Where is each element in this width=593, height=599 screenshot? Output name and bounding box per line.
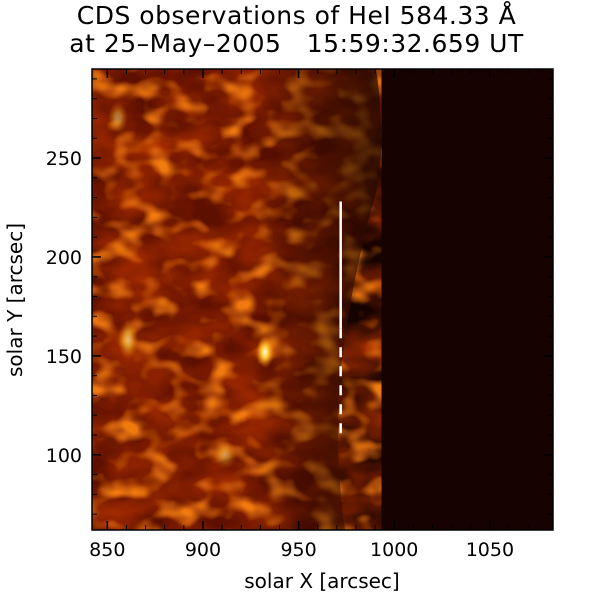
y-tick-label: 250	[46, 148, 82, 170]
x-axis: 850 900 950 1000 1050	[89, 69, 529, 561]
solar-disk-region	[92, 69, 382, 530]
plot-frame	[91, 68, 554, 531]
y-tick-label: 200	[46, 247, 82, 269]
x-axis-label: solar X [arcsec]	[244, 569, 399, 593]
x-tick-label: 850	[89, 539, 125, 561]
y-tick-label: 100	[46, 445, 82, 467]
x-tick-label: 950	[280, 539, 316, 561]
title-line-1: CDS observations of HeI 584.33 Å	[76, 1, 517, 30]
y-axis: 100 150 200 250	[46, 78, 553, 515]
bright-point	[256, 336, 274, 368]
x-tick-label: 1050	[466, 539, 514, 561]
title-line-2: at 25–May–2005 15:59:32.659 UT	[69, 29, 524, 58]
y-axis-label: solar Y [arcsec]	[3, 223, 27, 377]
y-tick-label: 150	[46, 346, 82, 368]
x-tick-label: 900	[185, 539, 221, 561]
x-tick-label: 1000	[370, 539, 418, 561]
